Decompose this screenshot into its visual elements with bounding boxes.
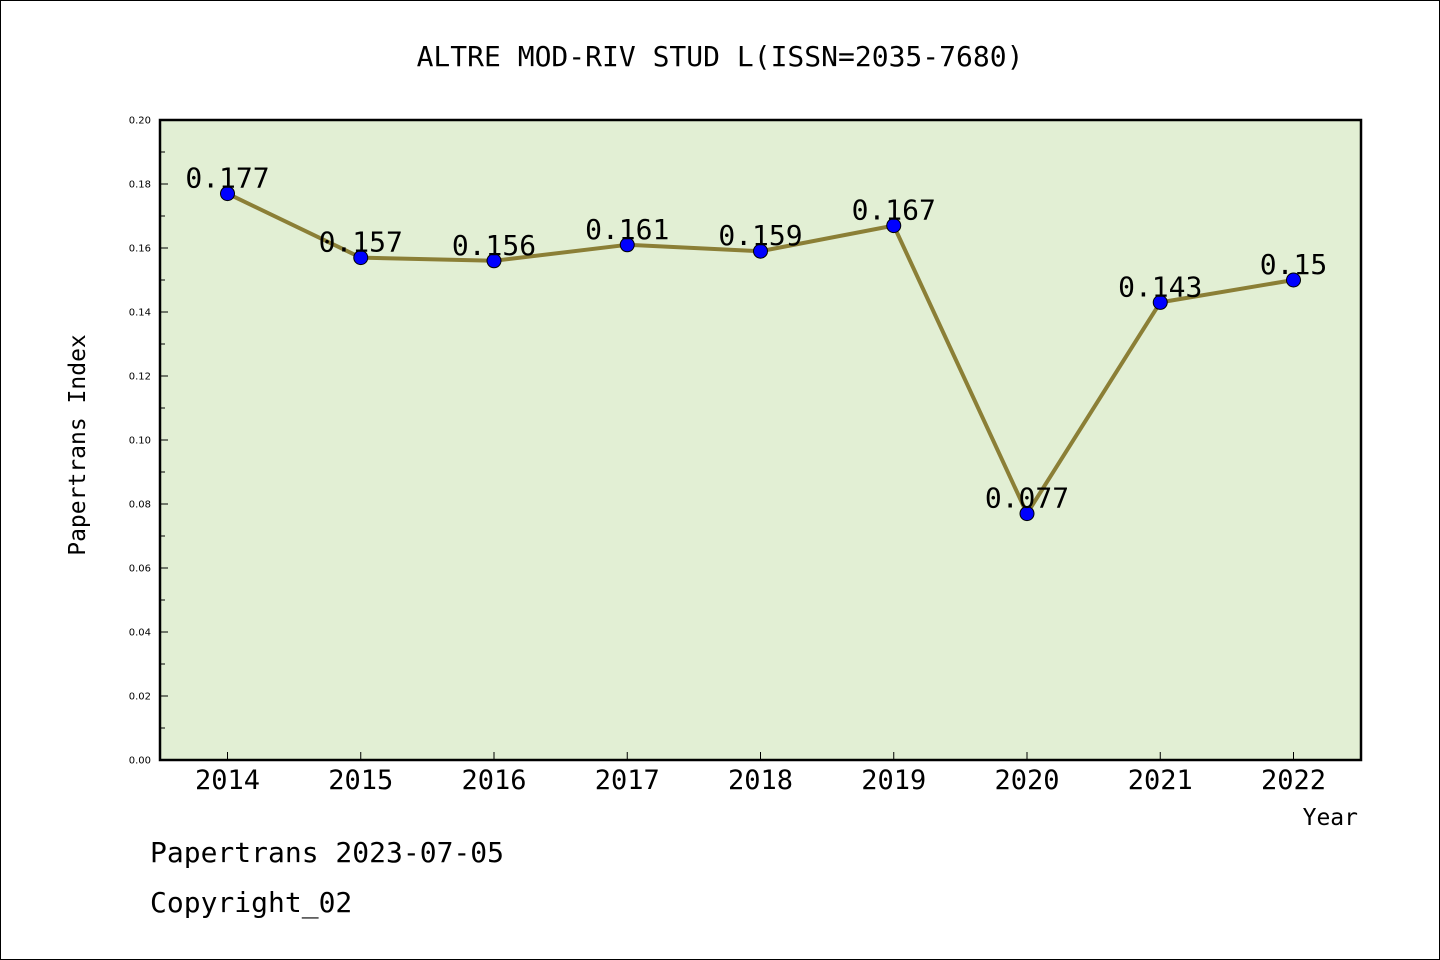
y-tick-label: 0.00: [129, 756, 151, 767]
x-tick-label: 2018: [728, 765, 793, 796]
data-point: [753, 243, 768, 259]
y-axis-label: Papertrans Index: [65, 334, 91, 556]
data-label: 0.156: [452, 229, 536, 262]
y-tick-label: 0.14: [129, 308, 151, 319]
data-point: [220, 186, 235, 202]
data-label: 0.157: [319, 226, 403, 259]
x-tick-label: 2019: [861, 765, 926, 796]
data-label: 0.177: [185, 162, 269, 195]
data-point: [886, 218, 902, 234]
footer-date: Papertrans 2023-07-05: [150, 836, 505, 869]
x-tick-label: 2021: [1128, 765, 1193, 796]
x-tick-label: 2014: [195, 765, 260, 796]
data-point: [1019, 506, 1035, 522]
data-label: 0.167: [852, 194, 936, 227]
y-tick-label: 0.02: [129, 692, 151, 703]
x-tick-label: 2015: [328, 765, 393, 796]
data-point: [353, 250, 369, 266]
y-tick-label: 0.04: [129, 628, 151, 639]
data-point: [1152, 294, 1168, 310]
chart-title: ALTRE MOD-RIV STUD L(ISSN=2035-7680): [417, 40, 1024, 73]
data-point: [619, 237, 635, 253]
x-tick-label: 2020: [994, 765, 1059, 796]
plot-border: [158, 118, 1363, 762]
y-tick-label: 0.18: [129, 180, 151, 191]
x-tick-label: 2017: [595, 765, 660, 796]
y-tick-label: 0.06: [129, 564, 151, 575]
data-point: [486, 253, 502, 269]
data-label: 0.159: [718, 219, 802, 252]
data-label: 0.077: [985, 482, 1069, 515]
data-point: [1286, 272, 1301, 288]
x-tick-label: 2016: [461, 765, 526, 796]
plot-area: [160, 120, 1361, 760]
data-label: 0.161: [585, 213, 669, 246]
y-tick-label: 0.16: [129, 244, 151, 255]
data-label: 0.143: [1118, 270, 1202, 303]
y-tick-label: 0.08: [129, 500, 151, 511]
footer-copyright: Copyright_02: [150, 886, 353, 919]
y-tick-label: 0.20: [129, 116, 151, 127]
y-tick-label: 0.12: [129, 372, 151, 383]
x-axis-label: Year: [1303, 805, 1358, 831]
y-tick-label: 0.10: [129, 436, 151, 447]
data-label: 0.15: [1260, 248, 1327, 281]
x-tick-label: 2022: [1261, 765, 1326, 796]
